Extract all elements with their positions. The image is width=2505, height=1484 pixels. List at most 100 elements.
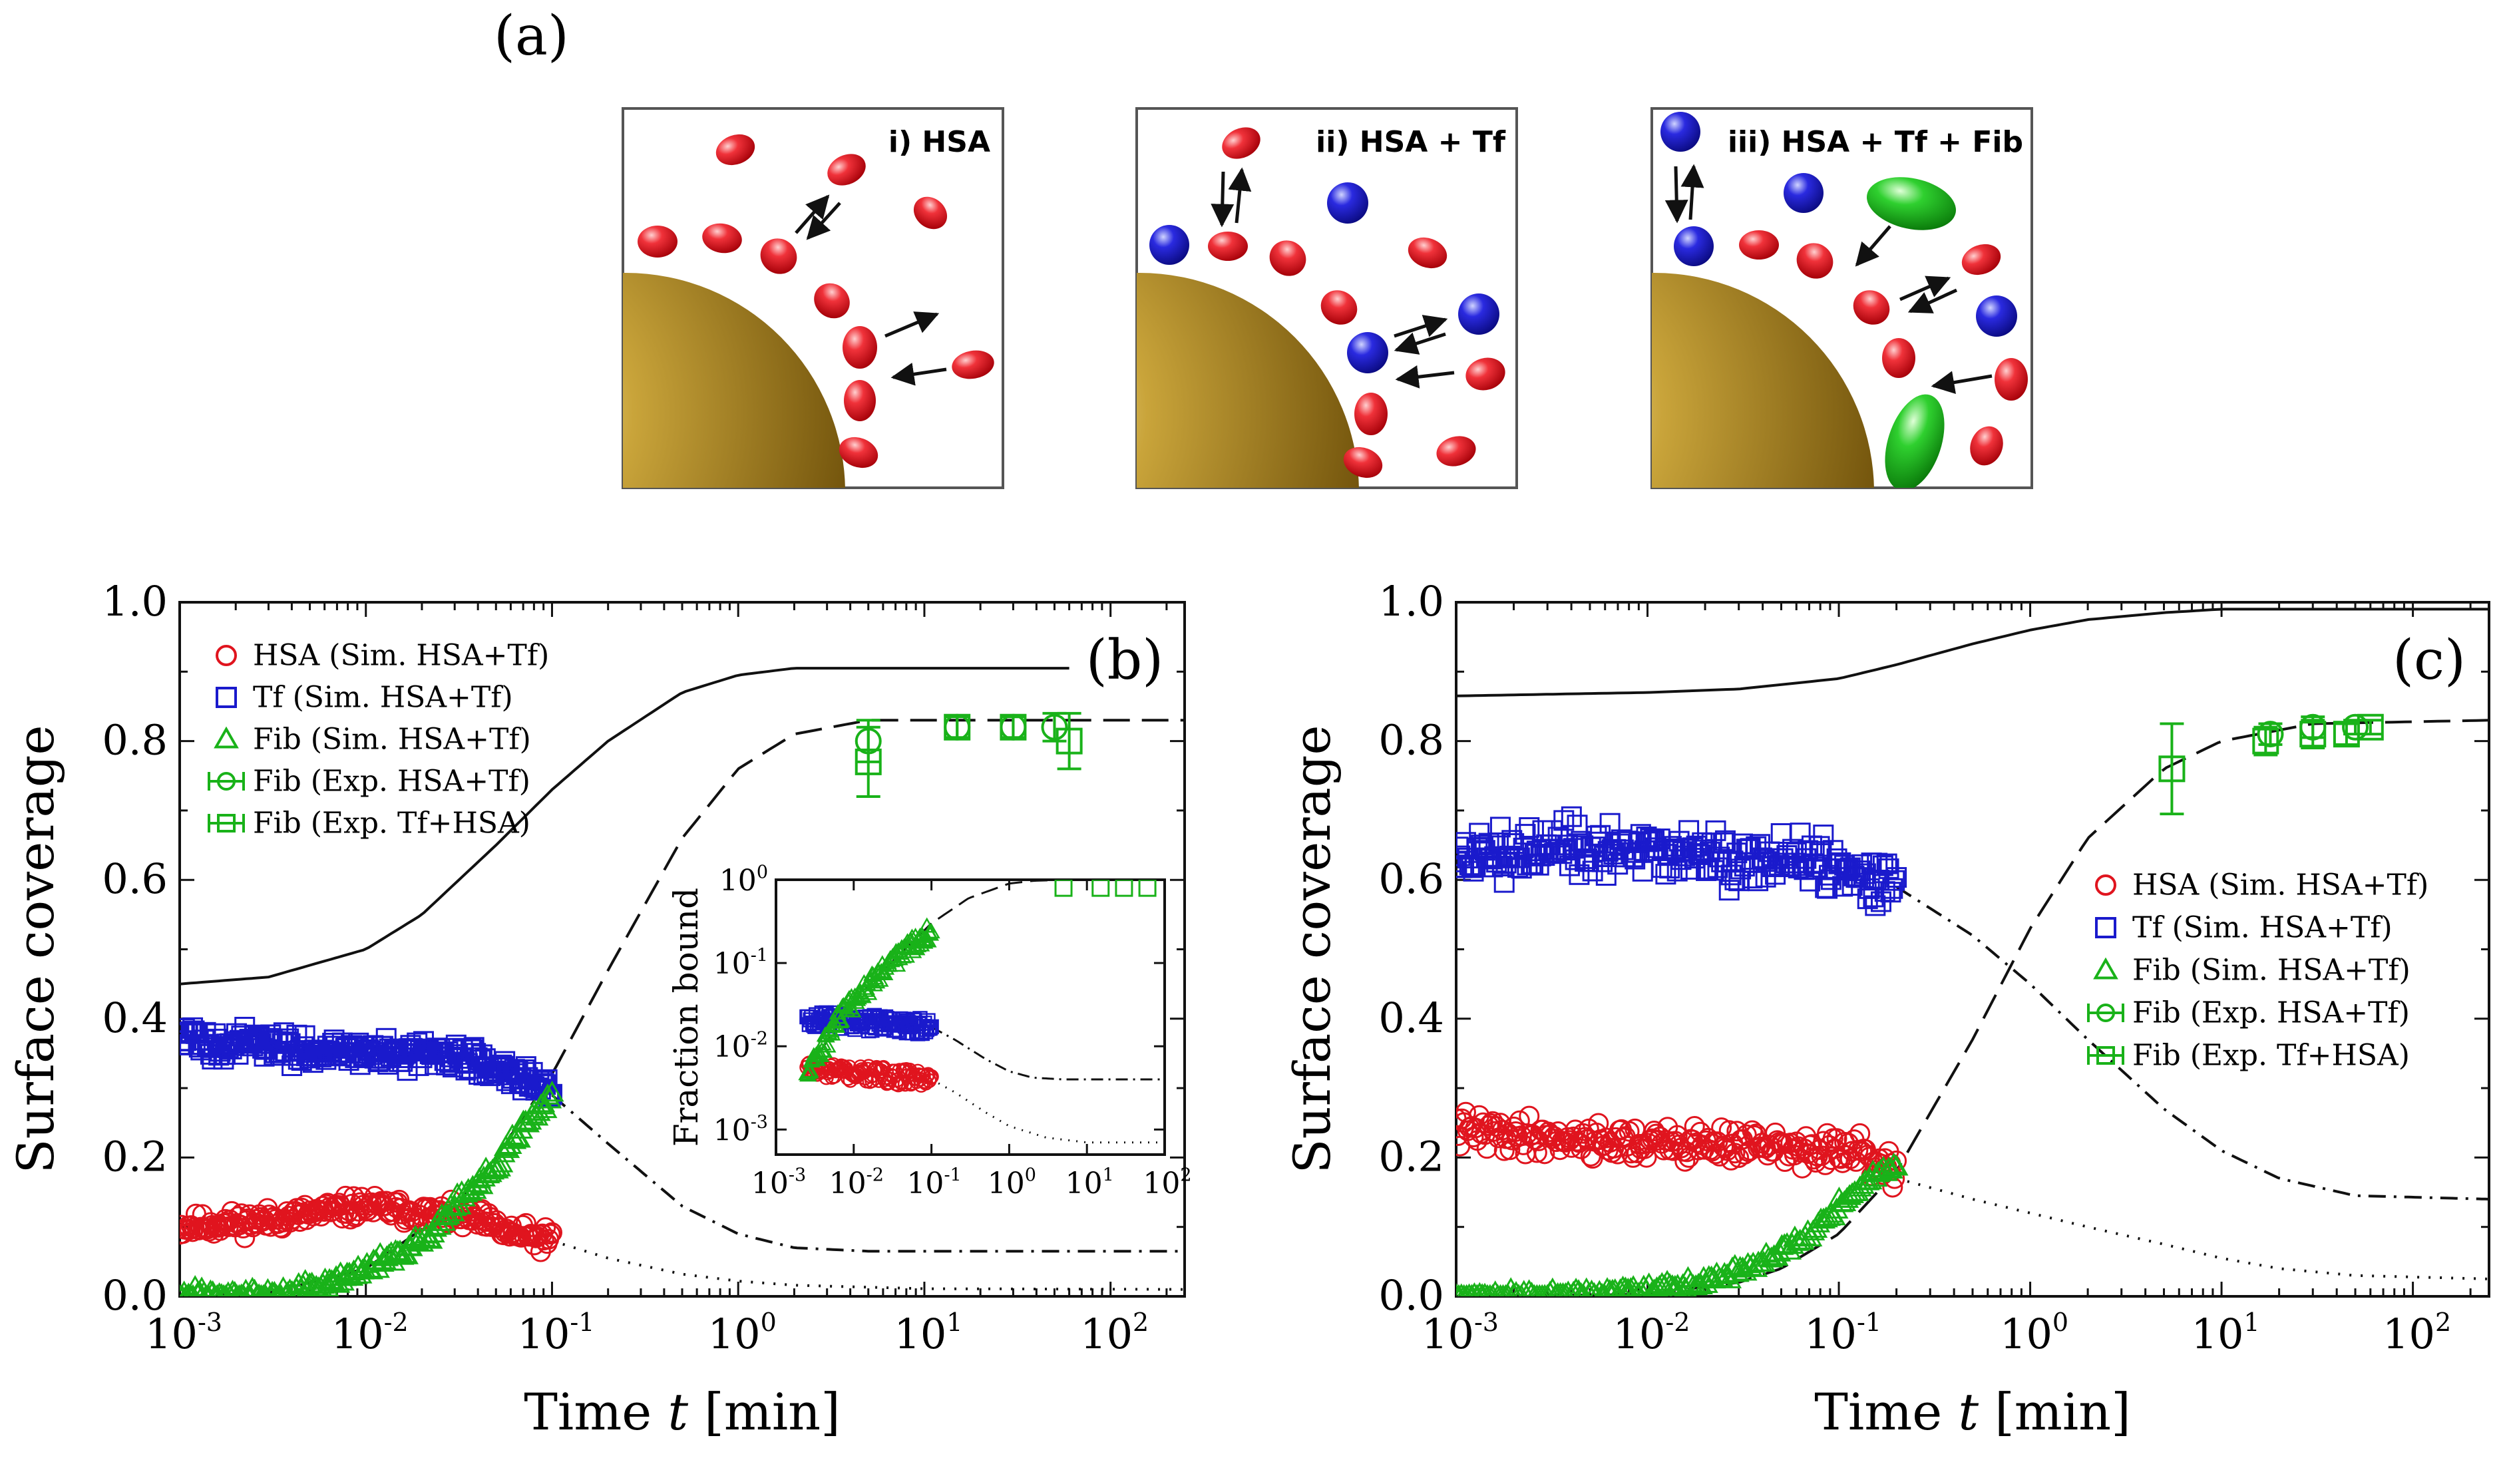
sim-series-triangle	[1456, 1152, 1909, 1296]
nanoparticle-icon	[1137, 273, 1359, 488]
square-marker	[1709, 846, 1730, 868]
square-marker	[1115, 880, 1133, 897]
inset-sim-series	[798, 917, 940, 1082]
triangle-marker	[1822, 1204, 1846, 1226]
circle-marker	[922, 1070, 938, 1085]
triangle-marker	[2093, 957, 2118, 980]
x-tick-label: 100	[2000, 1308, 2068, 1358]
tf-protein-icons	[1149, 182, 1499, 373]
schematic-hsa-tf-fib-label: iii) HSA + Tf + Fib	[1728, 125, 2023, 159]
circle-marker	[1684, 1115, 1705, 1137]
sim-series-circle	[180, 1185, 562, 1262]
triangle-marker	[250, 1284, 264, 1296]
square-marker	[1000, 713, 1027, 741]
square-marker	[1714, 830, 1736, 851]
square-marker	[2299, 721, 2327, 748]
x-axis-label: Time t [min]	[524, 1382, 841, 1441]
triangle-marker	[1597, 1284, 1612, 1296]
triangle-marker	[1552, 1282, 1569, 1296]
inset-ticks	[775, 878, 1166, 1155]
circle-marker	[1765, 1122, 1786, 1143]
legend-item: HSA (Sim. HSA+Tf)	[216, 639, 549, 673]
triangle-marker	[293, 1268, 317, 1290]
legend-item: Fib (Sim. HSA+Tf)	[214, 723, 531, 757]
square-marker	[944, 713, 971, 741]
inset-sim-series	[799, 1055, 939, 1093]
schematic-hsa-tf-fib: iii) HSA + Tf + Fib	[1650, 107, 2033, 489]
fib-protein-icons	[1867, 177, 1956, 488]
model-line-dot	[1896, 1177, 2489, 1280]
inset-y-axis-label: Fraction bound	[667, 888, 705, 1147]
legend-label: Tf (Sim. HSA+Tf)	[253, 681, 513, 715]
inset-y-tick-label: 100	[719, 862, 768, 898]
square-marker	[1678, 820, 1700, 841]
circle-marker	[541, 1222, 562, 1243]
schematic-hsa-tf-label: ii) HSA + Tf	[1316, 125, 1506, 159]
nanoparticle-icon	[1652, 273, 1874, 488]
square-marker	[1553, 810, 1575, 831]
square-marker	[922, 1020, 938, 1035]
square-marker	[1780, 855, 1802, 876]
triangle-marker	[379, 1241, 403, 1262]
model-line-dashdot	[1895, 885, 2489, 1201]
square-marker	[278, 1028, 299, 1049]
schematic-hsa: i) HSA	[622, 107, 1004, 489]
inset-plot-area	[798, 880, 1165, 1144]
legend-label: Fib (Exp. Tf+HSA)	[253, 807, 530, 840]
axis-ticks	[178, 601, 1185, 1298]
panel-label: (b)	[1086, 629, 1163, 692]
triangle-marker	[476, 1162, 500, 1184]
panel-a-label: (a)	[494, 5, 569, 68]
square-marker	[397, 1060, 418, 1081]
inset-x-tick-label: 102	[1143, 1165, 1191, 1201]
square-marker	[1501, 830, 1523, 851]
triangle-marker	[1614, 1276, 1637, 1296]
y-tick-label: 0.0	[1378, 1271, 1444, 1320]
circle-marker	[515, 1212, 536, 1234]
hsa-protein-icons	[638, 134, 994, 468]
circle-marker	[1541, 1128, 1563, 1149]
inset-x-tick-label: 10-3	[751, 1165, 806, 1201]
sim-series-square	[1456, 806, 1907, 916]
square-marker	[1884, 870, 1905, 891]
triangle-marker	[1477, 1282, 1493, 1296]
triangle-marker	[251, 1283, 267, 1296]
y-tick-label: 0.4	[102, 994, 168, 1042]
chart-panel-b: 10-3 10-2 10-1 100 101 102 0.0 0.2 0.4 0.6 0.8 1.0 T…	[6, 577, 1192, 1441]
circle-marker	[920, 1067, 936, 1082]
model-line-dashdot	[551, 1093, 1185, 1253]
schematic-hsa-label: i) HSA	[888, 125, 990, 159]
triangle-marker	[1759, 1246, 1784, 1268]
inset-x-tick-label: 101	[1065, 1165, 1114, 1201]
x-tick-label: 10-2	[331, 1308, 409, 1358]
square-marker	[2158, 755, 2186, 783]
legend-label: HSA (Sim. HSA+Tf)	[2132, 868, 2428, 902]
square-marker	[1515, 824, 1536, 845]
triangle-marker	[1602, 1278, 1623, 1296]
triangle-marker	[1617, 1277, 1639, 1296]
plot-area	[180, 667, 1185, 1296]
x-axis-label: Time t [min]	[1814, 1382, 2131, 1441]
inset-x-tick-label: 10-2	[829, 1165, 884, 1201]
legend-item: Fib (Exp. Tf+HSA)	[2087, 1039, 2410, 1073]
triangle-marker	[419, 1228, 443, 1249]
square-marker	[1138, 880, 1157, 897]
circle-marker	[2096, 1004, 2115, 1022]
triangle-marker	[1884, 1155, 1909, 1176]
triangle-marker	[1505, 1282, 1521, 1296]
triangle-marker	[1535, 1284, 1549, 1296]
y-tick-label: 0.2	[102, 1132, 168, 1181]
model-line-solid	[180, 667, 1069, 986]
x-tick-label: 100	[708, 1308, 777, 1358]
triangle-marker	[876, 964, 894, 980]
square-marker	[1886, 866, 1907, 888]
square-marker	[919, 1021, 934, 1037]
inset-x-tick-label: 10-1	[906, 1165, 961, 1201]
tf-protein-icons	[1660, 112, 2017, 337]
x-tick-label: 101	[894, 1308, 962, 1358]
legend-label: Fib (Sim. HSA+Tf)	[253, 723, 531, 757]
triangle-marker	[843, 1002, 862, 1018]
legend-label: HSA (Sim. HSA+Tf)	[253, 639, 549, 673]
square-marker	[1567, 815, 1588, 836]
square-marker	[1882, 878, 1903, 899]
